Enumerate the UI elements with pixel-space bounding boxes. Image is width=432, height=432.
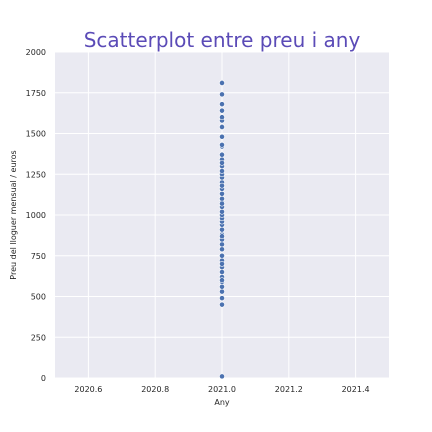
data-point: [219, 124, 225, 130]
y-tick-label: 0: [41, 374, 46, 383]
x-tick-label: 2021.2: [275, 385, 303, 394]
data-point: [219, 226, 225, 233]
data-point: [219, 246, 225, 253]
data-point: [219, 195, 225, 202]
chart-title: Scatterplot entre preu i any: [84, 28, 361, 52]
data-point: [219, 142, 225, 148]
data-point: [219, 283, 225, 290]
data-point: [219, 373, 225, 380]
data-point: [219, 241, 225, 248]
data-point: [219, 288, 225, 295]
data-point: [219, 101, 225, 108]
data-point: [219, 159, 225, 166]
data-point: [219, 208, 225, 215]
x-tick-label: 2021.4: [342, 385, 370, 394]
y-tick-label: 2000: [26, 48, 46, 57]
y-tick-label: 250: [31, 333, 46, 342]
data-point: [219, 260, 225, 267]
y-tick-labels: 0 250 500 750 1000 1250 1500 1750 2000: [26, 48, 46, 383]
y-tick-label: 1250: [26, 170, 46, 179]
data-point: [219, 168, 225, 174]
data-point: [219, 295, 225, 302]
data-point: [219, 301, 225, 308]
x-tick-label: 2021.0: [208, 385, 236, 394]
data-point: [219, 269, 225, 275]
y-tick-label: 1500: [26, 130, 46, 139]
data-point: [219, 252, 225, 259]
data-point: [219, 190, 225, 197]
y-tick-label: 750: [31, 252, 46, 261]
data-points: [219, 80, 225, 380]
data-point: [219, 151, 225, 158]
y-axis-label: Preu del lloguer mensual / euros: [9, 150, 18, 279]
y-tick-label: 1750: [26, 89, 46, 98]
x-tick-label: 2020.8: [141, 385, 169, 394]
x-tick-labels: 2020.6 2020.8 2021.0 2021.2 2021.4: [74, 385, 369, 394]
data-point: [219, 80, 225, 86]
x-tick-label: 2020.6: [74, 385, 102, 394]
data-point: [219, 233, 225, 240]
data-point: [219, 277, 225, 284]
data-point: [219, 200, 225, 207]
x-axis-label: Any: [214, 398, 230, 407]
data-point: [219, 133, 225, 140]
data-point: [219, 114, 225, 121]
data-point: [219, 182, 225, 189]
data-point: [219, 107, 225, 114]
data-point: [219, 91, 225, 98]
y-tick-label: 500: [31, 293, 46, 302]
y-tick-label: 1000: [26, 211, 46, 220]
